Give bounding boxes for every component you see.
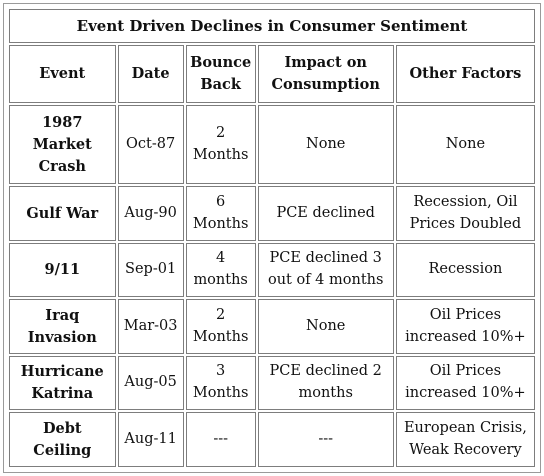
header-bounce-back: Bounce Back (185, 45, 256, 103)
sentiment-table: Event Driven Declines in Consumer Sentim… (7, 7, 537, 469)
bounce-cell: 2 Months (185, 299, 256, 354)
event-cell: Hurricane Katrina (9, 355, 116, 411)
header-event: Event (9, 45, 116, 103)
date-cell: Mar-03 (117, 299, 184, 354)
event-cell: Iraq Invasion (9, 299, 116, 354)
header-impact: Impact on Consumption (257, 45, 394, 103)
impact-cell: PCE declined 2 months (257, 355, 394, 411)
event-cell: Gulf War (9, 186, 116, 241)
other-factors-cell: Recession (395, 242, 535, 298)
other-factors-cell: None (395, 105, 535, 185)
bounce-cell: 2 Months (185, 105, 256, 185)
date-cell: Aug-11 (117, 412, 184, 467)
header-date: Date (117, 45, 184, 103)
table-title: Event Driven Declines in Consumer Sentim… (9, 9, 535, 43)
impact-cell: --- (257, 412, 394, 467)
bounce-cell: 6 Months (185, 186, 256, 241)
header-row: Event Date Bounce Back Impact on Consump… (9, 45, 535, 103)
bounce-cell: 4 months (185, 242, 256, 298)
table-row: Debt Ceiling Aug-11 --- --- European Cri… (9, 412, 535, 467)
impact-cell: None (257, 299, 394, 354)
event-cell: 9/11 (9, 242, 116, 298)
event-cell: 1987 Market Crash (9, 105, 116, 185)
date-cell: Oct-87 (117, 105, 184, 185)
header-other-factors: Other Factors (395, 45, 535, 103)
table-row: 1987 Market Crash Oct-87 2 Months None N… (9, 105, 535, 185)
date-cell: Aug-05 (117, 355, 184, 411)
impact-cell: PCE declined (257, 186, 394, 241)
bounce-cell: --- (185, 412, 256, 467)
date-cell: Sep-01 (117, 242, 184, 298)
table-row: Gulf War Aug-90 6 Months PCE declined Re… (9, 186, 535, 241)
other-factors-cell: Oil Prices increased 10%+ (395, 299, 535, 354)
impact-cell: None (257, 105, 394, 185)
table-row: 9/11 Sep-01 4 months PCE declined 3 out … (9, 242, 535, 298)
table-frame: Event Driven Declines in Consumer Sentim… (3, 3, 541, 473)
other-factors-cell: European Crisis, Weak Recovery (395, 412, 535, 467)
other-factors-cell: Oil Prices increased 10%+ (395, 355, 535, 411)
event-cell: Debt Ceiling (9, 412, 116, 467)
bounce-cell: 3 Months (185, 355, 256, 411)
impact-cell: PCE declined 3 out of 4 months (257, 242, 394, 298)
table-row: Hurricane Katrina Aug-05 3 Months PCE de… (9, 355, 535, 411)
table-row: Iraq Invasion Mar-03 2 Months None Oil P… (9, 299, 535, 354)
other-factors-cell: Recession, Oil Prices Doubled (395, 186, 535, 241)
date-cell: Aug-90 (117, 186, 184, 241)
